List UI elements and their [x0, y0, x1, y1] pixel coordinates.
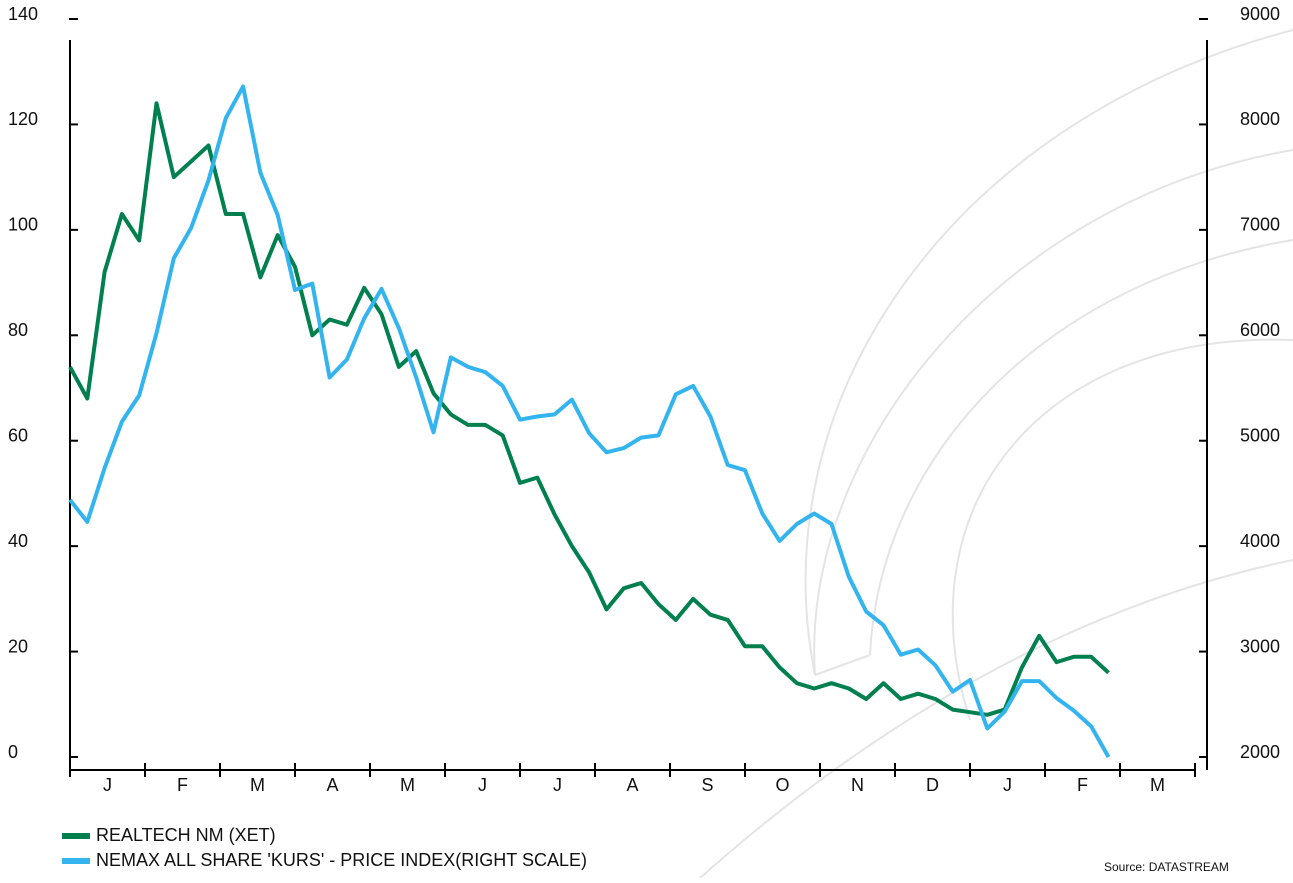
y2-tick-label: 5000	[1240, 425, 1280, 445]
x-tick-label: J	[1003, 775, 1012, 795]
x-tick-label: M	[1150, 775, 1165, 795]
x-tick-label: F	[1077, 775, 1088, 795]
x-tick-label: A	[626, 775, 638, 795]
y2-tick-label: 2000	[1240, 742, 1280, 762]
x-tick-label: D	[926, 775, 939, 795]
y-tick-label: 0	[8, 742, 18, 762]
y2-tick-label: 7000	[1240, 215, 1280, 235]
y-tick-label: 60	[8, 425, 28, 445]
y-tick-label: 100	[8, 215, 38, 235]
y2-tick-label: 8000	[1240, 109, 1280, 129]
x-tick-label: J	[103, 775, 112, 795]
y-tick-label: 120	[8, 109, 38, 129]
y2-tick-label: 6000	[1240, 320, 1280, 340]
x-tick-label: F	[177, 775, 188, 795]
y2-tick-label: 9000	[1240, 4, 1280, 24]
source-note: Source: DATASTREAM	[1104, 860, 1229, 874]
x-tick-label: J	[478, 775, 487, 795]
series-line	[68, 101, 1110, 717]
x-tick-label: S	[701, 775, 713, 795]
x-tick-label: A	[326, 775, 338, 795]
y-tick-label: 140	[8, 4, 38, 24]
background-logo	[699, 29, 1293, 879]
y-tick-label: 80	[8, 320, 28, 340]
y2-tick-label: 4000	[1240, 531, 1280, 551]
x-tick-label: O	[775, 775, 789, 795]
legend-label: REALTECH NM (XET)	[96, 825, 276, 845]
x-tick-label: J	[553, 775, 562, 795]
y-tick-label: 40	[8, 531, 28, 551]
legend-label: NEMAX ALL SHARE 'KURS' - PRICE INDEX(RIG…	[96, 850, 587, 870]
y-tick-label: 20	[8, 636, 28, 656]
y2-tick-label: 3000	[1240, 636, 1280, 656]
x-tick-label: M	[250, 775, 265, 795]
x-tick-label: M	[400, 775, 415, 795]
series-line	[68, 84, 1111, 758]
x-tick-label: N	[851, 775, 864, 795]
